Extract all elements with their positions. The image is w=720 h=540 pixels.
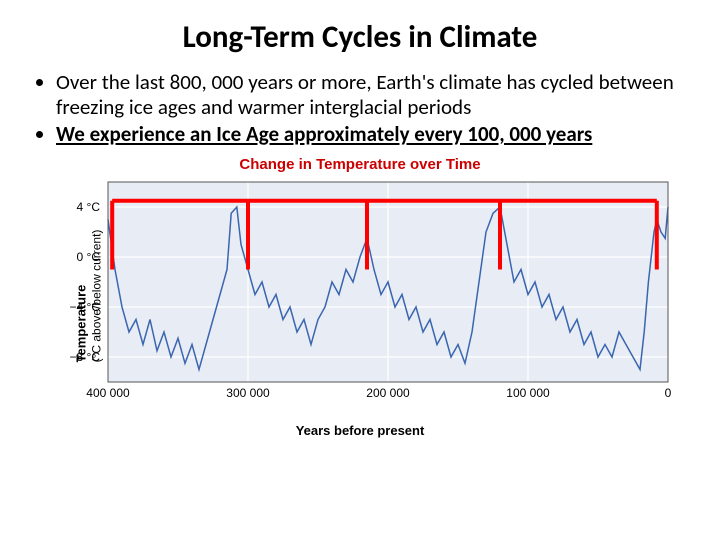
slide: Long-Term Cycles in Climate Over the las…	[0, 0, 720, 540]
svg-text:4 °C: 4 °C	[77, 200, 101, 214]
x-tick-labels: 400 000300 000200 000100 0000	[108, 386, 668, 404]
x-tick-label: 400 000	[86, 386, 129, 400]
svg-text:−4 °C: −4 °C	[70, 300, 101, 314]
x-tick-label: 300 000	[226, 386, 269, 400]
svg-text:−8 °C: −8 °C	[70, 350, 101, 364]
bullet-list: Over the last 800, 000 years or more, Ea…	[30, 70, 690, 146]
bullet-item: Over the last 800, 000 years or more, Ea…	[56, 70, 690, 120]
bullet-item-emph: We experience an Ice Age approximately e…	[56, 121, 592, 147]
x-tick-label: 200 000	[366, 386, 409, 400]
x-tick-label: 0	[665, 386, 672, 400]
bullet-item: We experience an Ice Age approximately e…	[56, 122, 690, 147]
x-tick-label: 100 000	[506, 386, 549, 400]
chart-title: Change in Temperature over Time	[30, 156, 690, 173]
temperature-chart: Change in Temperature over Time Temperat…	[30, 156, 690, 436]
page-title: Long-Term Cycles in Climate	[30, 18, 690, 56]
x-axis-label: Years before present	[30, 423, 690, 438]
chart-plot: 4 °C0 °C−4 °C−8 °C	[108, 182, 668, 382]
svg-text:0 °C: 0 °C	[77, 250, 101, 264]
